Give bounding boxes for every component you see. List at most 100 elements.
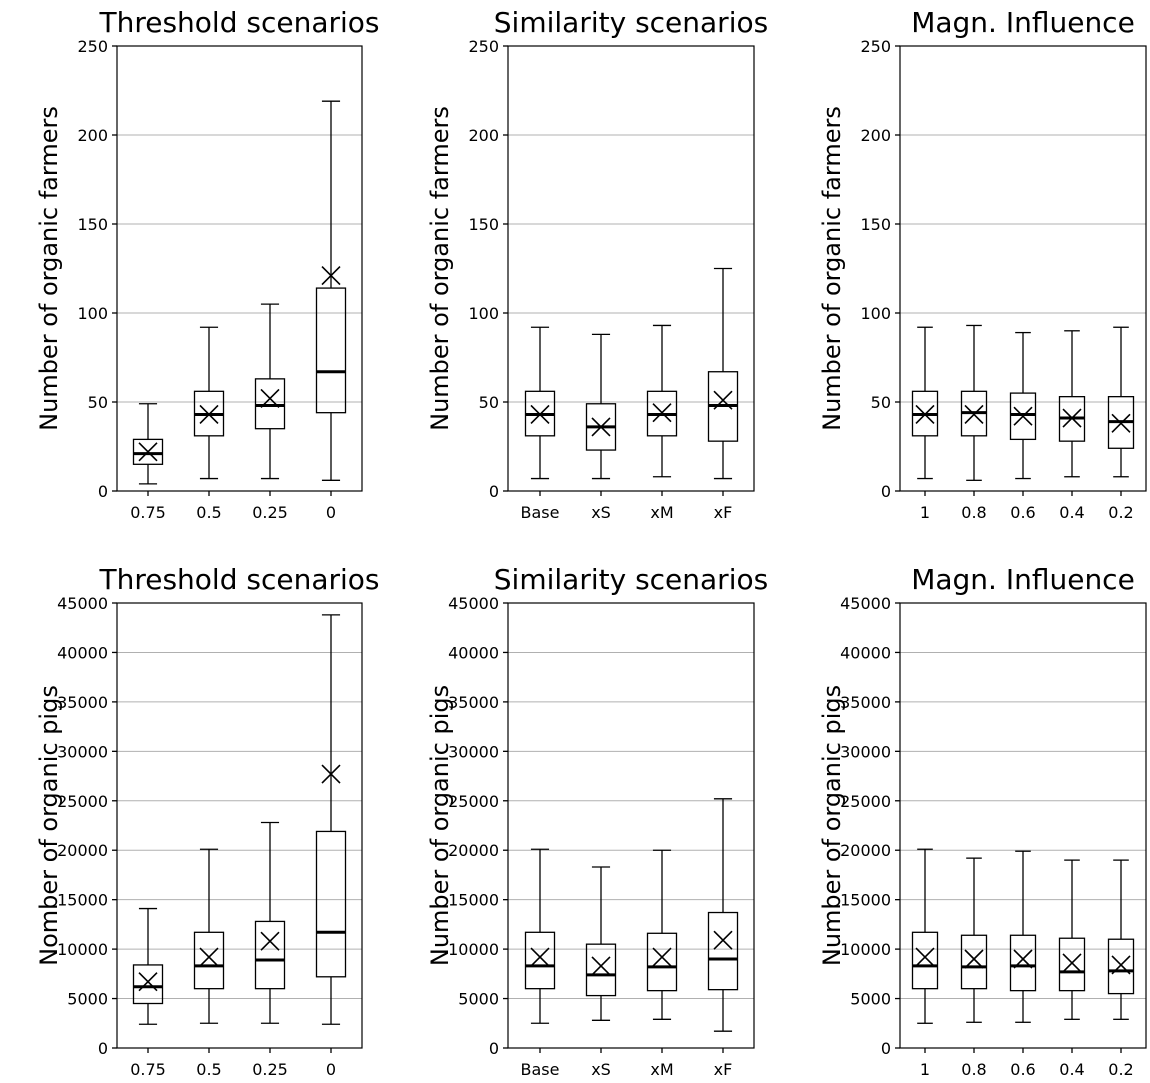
- y-tick-label: 5000: [850, 990, 891, 1009]
- x-tick-label: xM: [650, 503, 673, 522]
- mean-marker: [138, 442, 158, 462]
- y-tick-label: 0: [98, 482, 108, 501]
- mean-marker: [652, 947, 672, 967]
- y-tick-label: 150: [860, 215, 891, 234]
- x-tick-label: 0: [326, 503, 336, 522]
- y-tick-label: 10000: [57, 940, 108, 959]
- y-tick-label: 25000: [840, 792, 891, 811]
- box-0.8: [960, 324, 988, 481]
- box-xM: [646, 324, 678, 478]
- box-0.75: [132, 907, 164, 1025]
- iqr-box: [1107, 938, 1135, 995]
- mean-marker: [138, 972, 158, 992]
- y-tick-label: 20000: [840, 841, 891, 860]
- y-tick-label: 150: [468, 215, 499, 234]
- y-tick-label: 100: [860, 304, 891, 323]
- box-0: [315, 100, 347, 481]
- y-tick-label: 45000: [840, 594, 891, 613]
- y-tick-label: 15000: [57, 891, 108, 910]
- mean-marker: [964, 949, 984, 969]
- y-tick-label: 50: [479, 393, 499, 412]
- y-tick-label: 45000: [57, 594, 108, 613]
- y-tick-label: 15000: [448, 891, 499, 910]
- mean-marker: [915, 947, 935, 967]
- mean-marker: [1013, 949, 1033, 969]
- y-tick-label: 0: [881, 1039, 891, 1058]
- y-tick-label: 35000: [448, 693, 499, 712]
- mean-marker: [591, 417, 611, 437]
- box-xS: [585, 333, 617, 480]
- y-axis-label: Nomber of organic pigs: [35, 685, 63, 966]
- iqr-box: [132, 438, 164, 465]
- x-tick-label: 0: [326, 1060, 336, 1079]
- mean-marker: [260, 931, 280, 951]
- box-0.2: [1107, 859, 1135, 1020]
- iqr-box: [524, 931, 556, 990]
- y-axis-label: Number of organic farmers: [426, 106, 454, 431]
- box-1: [911, 326, 939, 480]
- y-tick-label: 250: [77, 37, 108, 56]
- y-tick-label: 0: [489, 482, 499, 501]
- y-tick-label: 30000: [840, 742, 891, 761]
- mean-marker: [915, 404, 935, 425]
- y-tick-label: 25000: [57, 792, 108, 811]
- x-tick-label: 1: [920, 1060, 930, 1079]
- y-axis-label: Number of organic farmers: [35, 106, 63, 431]
- x-tick-label: xM: [650, 1060, 673, 1079]
- x-tick-label: xF: [714, 503, 733, 522]
- box-Base: [524, 326, 556, 480]
- box-0.4: [1058, 859, 1086, 1020]
- y-tick-label: 35000: [57, 693, 108, 712]
- y-tick-label: 25000: [448, 792, 499, 811]
- mean-marker: [652, 403, 672, 423]
- y-tick-label: 50: [88, 393, 108, 412]
- box-xS: [585, 866, 617, 1021]
- chart-title: Similarity scenarios: [494, 6, 768, 39]
- x-tick-label: 0.8: [961, 503, 986, 522]
- box-xF: [707, 267, 739, 480]
- iqr-box: [193, 931, 225, 990]
- x-tick-label: 0.4: [1059, 503, 1084, 522]
- iqr-box: [1009, 934, 1037, 992]
- x-tick-label: 1: [920, 503, 930, 522]
- x-tick-label: 0.75: [130, 503, 166, 522]
- box-0.8: [960, 857, 988, 1023]
- plot-frame: [116, 45, 363, 492]
- x-tick-label: 0.4: [1059, 1060, 1084, 1079]
- iqr-box: [315, 287, 347, 414]
- box-Base: [524, 848, 556, 1024]
- iqr-box: [254, 920, 286, 990]
- box-0.75: [132, 403, 164, 485]
- x-tick-label: xS: [591, 1060, 611, 1079]
- mean-marker: [321, 764, 341, 784]
- y-tick-label: 5000: [67, 990, 108, 1009]
- chart-title: Threshold scenarios: [98, 563, 379, 596]
- mean-marker: [260, 388, 280, 409]
- chart-panel-5: 0 5000 10000 15000 20000 25000 30000 35000 40000…: [426, 563, 768, 1079]
- x-tick-label: xS: [591, 503, 611, 522]
- x-tick-label: 0.5: [196, 1060, 221, 1079]
- mean-marker: [964, 404, 984, 425]
- box-xM: [646, 849, 678, 1020]
- y-tick-label: 30000: [448, 742, 499, 761]
- mean-marker: [1013, 406, 1033, 426]
- y-tick-label: 150: [77, 215, 108, 234]
- box-1: [911, 848, 939, 1024]
- y-tick-label: 20000: [57, 841, 108, 860]
- chart-panel-4: 0 5000 10000 15000 20000 25000 30000 35000 40000…: [35, 563, 380, 1079]
- box-0.4: [1058, 330, 1086, 478]
- plot-frame: [116, 602, 363, 1049]
- y-tick-label: 40000: [840, 643, 891, 662]
- x-tick-label: Base: [521, 1060, 560, 1079]
- y-tick-label: 100: [468, 304, 499, 323]
- x-tick-label: 0.5: [196, 503, 221, 522]
- y-tick-label: 50: [871, 393, 891, 412]
- box-0.5: [193, 326, 225, 480]
- box-xF: [707, 798, 739, 1032]
- y-tick-label: 20000: [448, 841, 499, 860]
- mean-marker: [530, 404, 550, 425]
- mean-marker: [591, 956, 611, 976]
- y-tick-label: 0: [98, 1039, 108, 1058]
- y-tick-label: 0: [881, 482, 891, 501]
